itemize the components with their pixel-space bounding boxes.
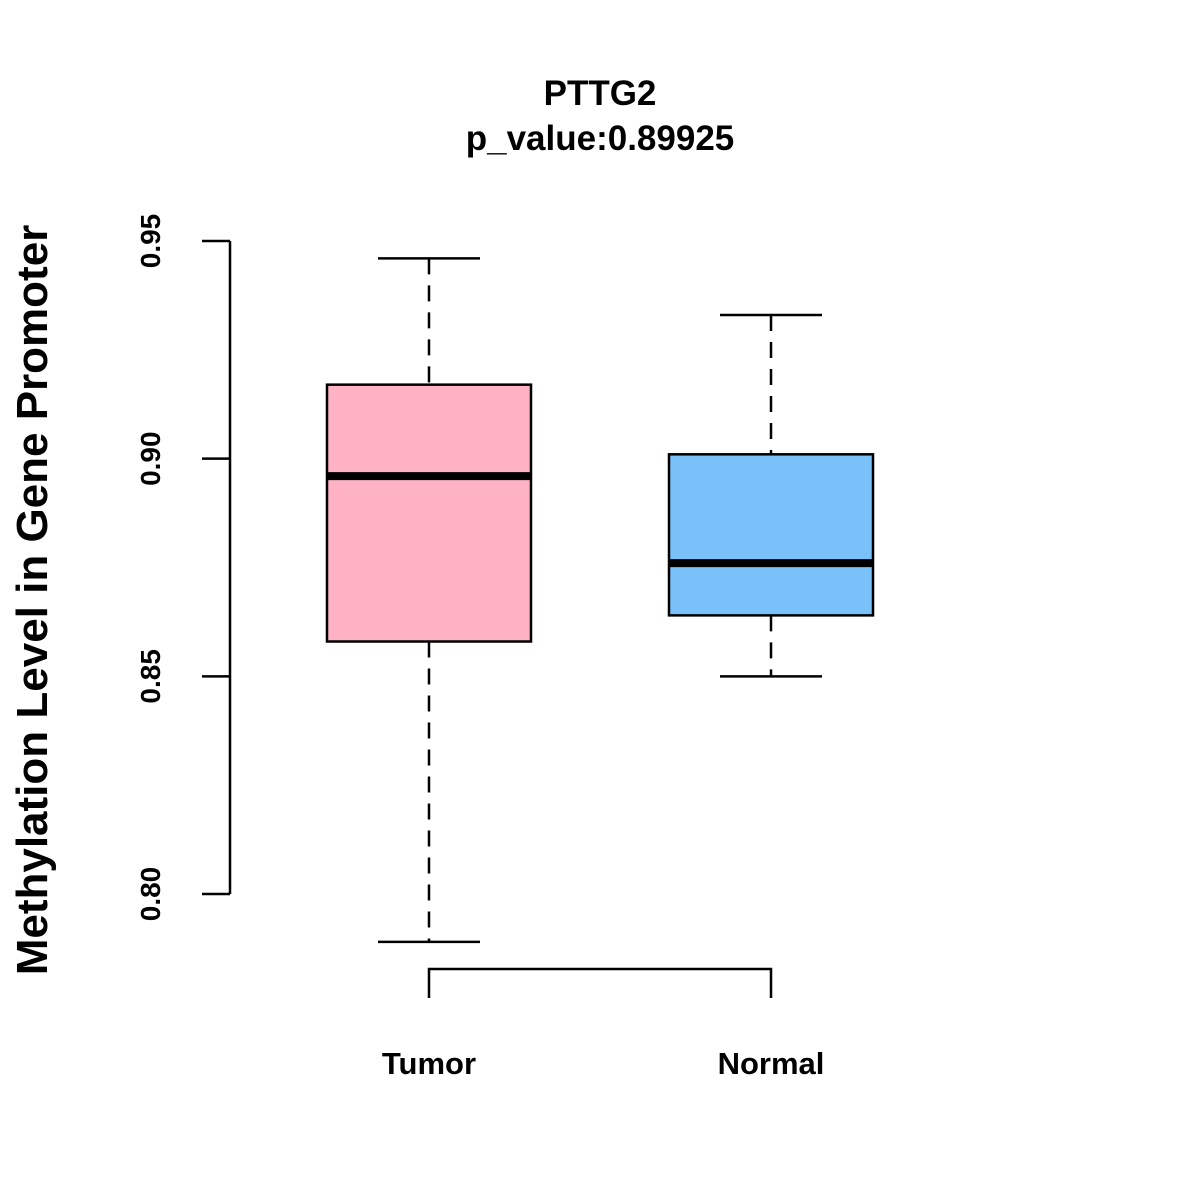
x-category-label: Normal — [718, 1046, 825, 1081]
y-tick-label: 0.85 — [135, 649, 166, 704]
y-tick-label: 0.90 — [135, 431, 166, 486]
chart-title: PTTG2 — [544, 74, 657, 113]
x-category-label: Tumor — [382, 1046, 476, 1081]
box-group — [325, 257, 875, 944]
interquartile-box — [325, 383, 533, 643]
bracket-line — [427, 967, 773, 998]
y-tick-label: 0.95 — [135, 214, 166, 269]
x-axis-labels: Tumor Normal — [382, 1046, 824, 1081]
y-tick-label: 0.80 — [135, 867, 166, 922]
comparison-bracket — [427, 967, 773, 998]
y-axis-label: Methylation Level in Gene Promoter — [8, 225, 57, 976]
box-tumor — [325, 257, 533, 944]
interquartile-box — [667, 453, 875, 617]
chart-subtitle: p_value:0.89925 — [466, 119, 735, 158]
y-axis: 0.80 0.85 0.90 0.95 — [135, 214, 232, 922]
box-normal — [667, 313, 875, 678]
